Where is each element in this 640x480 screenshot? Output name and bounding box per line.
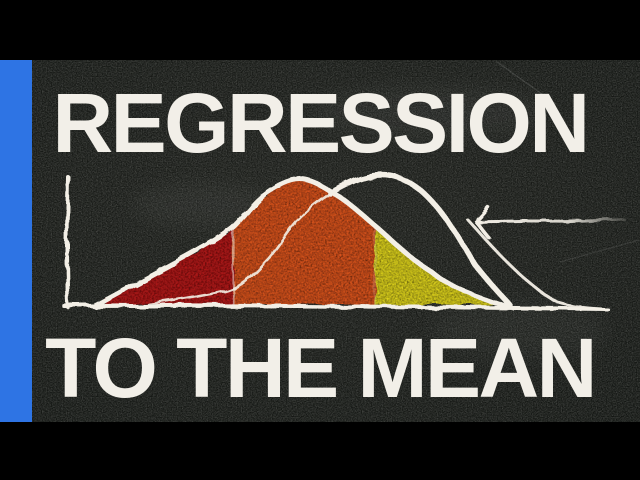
x-axis-line (62, 303, 609, 311)
y-axis-line (65, 175, 70, 309)
filled-curve-outline (92, 176, 508, 309)
regression-arrow-shaft (474, 217, 626, 224)
letterbox-bottom (0, 422, 640, 480)
center-segment-fill (233, 179, 375, 305)
shifted-curve-right-flank (327, 172, 513, 308)
shifted-curve-tail-stroke (466, 218, 608, 311)
title-line-2: TO THE MEAN (45, 321, 597, 415)
distribution-fills (95, 179, 505, 306)
accent-stripe (0, 60, 32, 422)
chalk-strokes (62, 172, 626, 311)
regression-arrow-barb (474, 206, 491, 224)
title-line-1: REGRESSION (52, 76, 590, 170)
letterbox-top (0, 0, 640, 60)
regression-arrow-barb (474, 220, 490, 239)
board-scratches (496, 61, 640, 263)
right-tail-segment-fill (375, 225, 505, 306)
left-tail-segment-fill (95, 227, 233, 306)
